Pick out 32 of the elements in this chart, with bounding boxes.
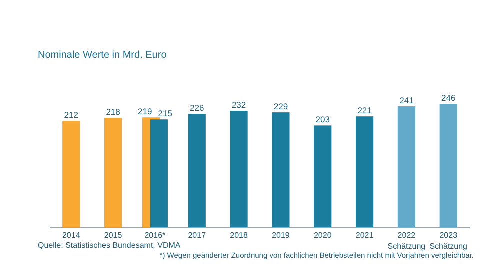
source-note: Quelle: Statistisches Bundesamt, VDMA bbox=[38, 241, 182, 250]
bar bbox=[440, 104, 458, 228]
data-label: 219 bbox=[138, 106, 152, 117]
bar bbox=[104, 118, 122, 228]
data-label: 218 bbox=[106, 107, 121, 118]
x-tick-label: 2019 bbox=[272, 231, 290, 240]
data-label: 203 bbox=[316, 114, 330, 125]
x-tick-label: 2016* bbox=[144, 231, 166, 240]
data-label: 229 bbox=[274, 102, 288, 112]
bar bbox=[356, 116, 374, 228]
bar bbox=[398, 106, 416, 228]
data-label: 215 bbox=[158, 108, 173, 119]
bar bbox=[62, 121, 80, 228]
bar bbox=[314, 126, 332, 228]
bar bbox=[188, 114, 206, 228]
data-label: 221 bbox=[358, 106, 372, 116]
data-label: 246 bbox=[442, 93, 456, 103]
x-tick-label: 2021 bbox=[356, 231, 374, 240]
x-tick-label: 2018 bbox=[230, 231, 248, 240]
x-tick-label: 2020 bbox=[314, 231, 332, 240]
data-label: 226 bbox=[190, 103, 204, 114]
data-label: 212 bbox=[64, 110, 79, 120]
x-tick-label: 2014 bbox=[62, 231, 81, 240]
x-tick-label: 2023 Schätzung bbox=[430, 231, 468, 251]
chart-title: Nominale Werte in Mrd. Euro bbox=[38, 50, 168, 61]
x-tick-label: 2022 Schätzung bbox=[388, 231, 426, 251]
x-tick-label: 2017 bbox=[188, 231, 207, 240]
data-label: 241 bbox=[400, 96, 414, 106]
bar bbox=[272, 112, 290, 228]
x-tick-label: 2015 bbox=[104, 231, 123, 240]
data-label: 232 bbox=[232, 100, 246, 110]
bar bbox=[230, 111, 248, 228]
